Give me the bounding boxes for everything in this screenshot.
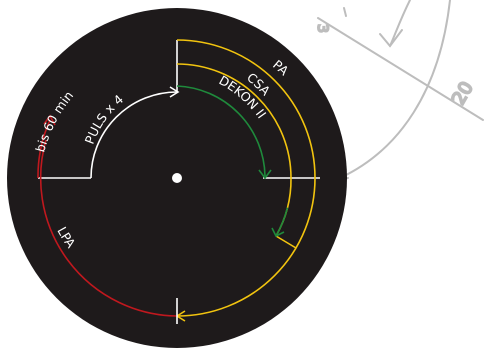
sketch-arc [339,0,451,179]
pa-arc [176,39,316,179]
sketch-number-right: 20 [448,78,478,108]
right-green-arrowhead [271,227,285,238]
puls-arc [90,91,178,179]
puls-arrowhead [169,86,180,98]
csa-arc [176,63,292,179]
sketch-number-top: 3 [314,24,330,33]
sketch-arrowhead-1 [379,29,403,48]
dekon-arrowhead [258,169,272,180]
right-green-arc [275,177,292,237]
center-dot [172,173,182,183]
lower-yellow-arc [176,177,316,317]
bis-red-arc [37,119,51,179]
lpa-arc [39,139,178,317]
sketch-diagonal-line [317,17,484,121]
dekon-arc [176,85,266,177]
sketch-curve-arrow [389,0,411,47]
bis-red-arrowhead [43,114,56,126]
sketch-mark [343,7,347,17]
right-yellow-tick [275,235,297,249]
